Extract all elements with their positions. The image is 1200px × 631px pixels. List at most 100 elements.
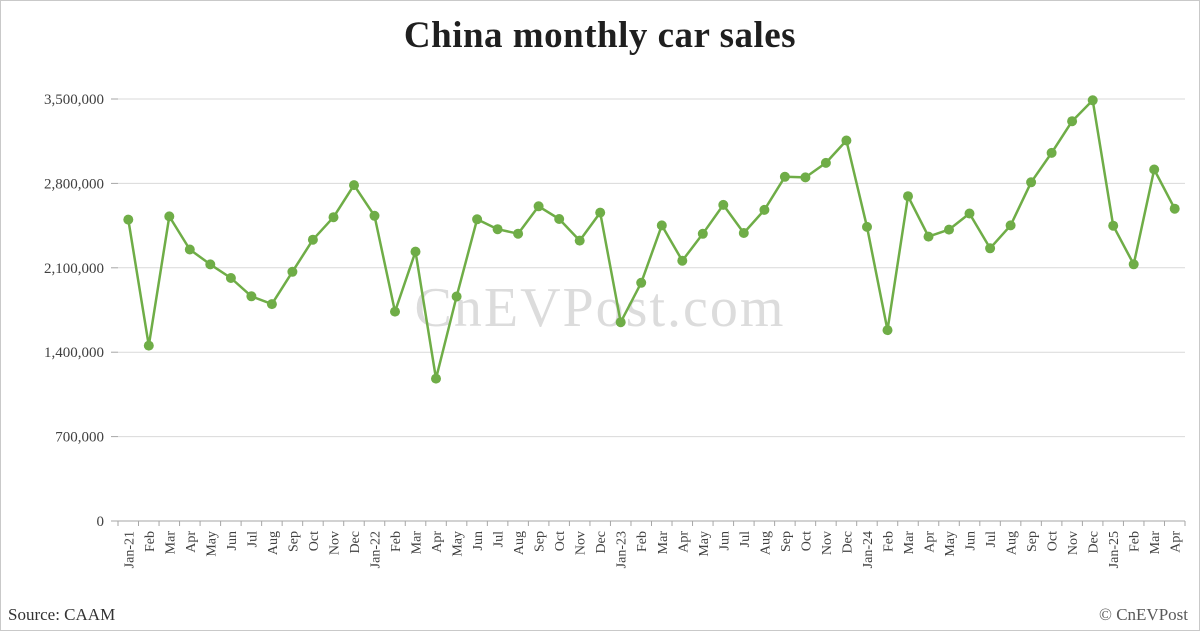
x-axis-label: Apr <box>676 531 691 553</box>
data-point <box>677 255 688 266</box>
x-axis-label: Oct <box>1046 531 1061 551</box>
x-axis-label: Mar <box>1148 531 1163 555</box>
x-axis-label: Nov <box>574 531 589 555</box>
data-point <box>903 191 913 202</box>
watermark: CnEVPost.com <box>414 277 786 339</box>
x-axis-label: Apr <box>430 531 445 553</box>
x-axis-label: Sep <box>286 531 301 552</box>
x-axis-label: Jun <box>964 531 979 550</box>
x-axis-label: Feb <box>881 531 896 552</box>
x-axis-label: May <box>204 531 219 557</box>
data-point <box>1026 177 1037 188</box>
y-axis-label: 1,400,000 <box>44 345 104 361</box>
x-axis-label: Jan-21 <box>122 531 137 568</box>
x-axis-label: Feb <box>1128 531 1143 552</box>
data-point <box>697 228 708 239</box>
data-point <box>410 246 421 257</box>
x-axis-label: Jul <box>738 531 753 547</box>
y-axis-label: 2,800,000 <box>44 176 104 192</box>
data-point <box>349 180 359 191</box>
data-point <box>718 199 729 210</box>
data-point <box>656 220 667 231</box>
data-point <box>862 221 872 232</box>
data-point <box>533 201 544 212</box>
x-axis-label: Jan-23 <box>615 531 630 568</box>
data-point <box>944 224 954 235</box>
data-point <box>985 243 996 254</box>
chart-title: China monthly car sales <box>403 15 797 56</box>
x-axis-label: Sep <box>533 531 548 552</box>
x-axis-label: Jan-25 <box>1107 531 1122 568</box>
y-axis-label: 700,000 <box>55 430 104 446</box>
data-point <box>164 211 175 222</box>
x-axis-label: Jun <box>225 531 240 550</box>
x-axis-label: Aug <box>512 531 527 555</box>
copyright-text: © CnEVPost <box>1099 605 1188 624</box>
data-point <box>738 228 749 238</box>
data-point <box>205 259 216 270</box>
x-axis-label: Jul <box>984 531 999 547</box>
x-axis-label: May <box>697 531 712 557</box>
x-axis-label: Mar <box>163 531 178 555</box>
data-point <box>472 214 483 225</box>
x-axis-label: May <box>943 531 958 557</box>
y-axis-label: 0 <box>97 514 105 530</box>
x-axis-label: Jan-22 <box>368 531 383 568</box>
x-axis-label: Mar <box>410 531 425 555</box>
x-axis-label: Sep <box>779 531 794 552</box>
data-point <box>123 214 134 225</box>
data-point <box>1108 220 1119 231</box>
x-axis-label: Dec <box>348 531 363 554</box>
data-point <box>882 325 893 336</box>
sales-line <box>127 99 1176 380</box>
data-point <box>1149 164 1160 175</box>
x-axis-label: Jun <box>471 531 486 550</box>
x-axis-label: Nov <box>1066 531 1081 555</box>
data-point <box>225 273 236 283</box>
x-axis-label: Sep <box>1025 531 1040 552</box>
x-axis-label: Dec <box>840 531 855 554</box>
data-point <box>574 235 585 246</box>
x-axis-label: Dec <box>1087 531 1102 554</box>
data-point <box>1046 147 1057 158</box>
data-point <box>964 208 975 219</box>
data-point <box>328 212 339 223</box>
data-point <box>246 291 257 302</box>
x-axis-label: Feb <box>635 531 650 552</box>
x-axis-label: Apr <box>923 531 938 553</box>
x-axis-label: Oct <box>307 531 322 551</box>
source-text: Source: CAAM <box>8 605 116 624</box>
data-point <box>615 317 626 328</box>
data-point <box>1128 259 1139 270</box>
data-point <box>1005 220 1016 231</box>
x-axis-label: Nov <box>820 531 835 555</box>
x-axis-label: Mar <box>902 531 917 555</box>
x-axis-label: May <box>451 531 466 557</box>
x-axis-label: Aug <box>758 531 773 555</box>
data-point <box>390 306 400 317</box>
data-point <box>184 244 195 255</box>
x-axis-label: Aug <box>1005 531 1020 555</box>
data-point <box>431 373 441 384</box>
x-axis-label: Jul <box>492 531 507 547</box>
x-axis-label: Apr <box>1169 531 1184 553</box>
x-axis-label: Mar <box>656 531 671 555</box>
data-point <box>841 135 852 146</box>
x-axis-label: Oct <box>553 531 568 551</box>
data-point <box>143 340 154 351</box>
data-point <box>923 231 934 242</box>
x-axis-label: Jul <box>245 531 260 547</box>
x-axis-label: Jun <box>717 531 732 550</box>
data-point <box>554 214 565 224</box>
y-axis-label: 2,100,000 <box>44 261 104 277</box>
data-point <box>820 157 831 168</box>
x-axis-label: Feb <box>143 531 158 552</box>
x-axis-label: Nov <box>327 531 342 555</box>
x-axis-label: Oct <box>799 531 814 551</box>
y-axis-label: 3,500,000 <box>44 92 104 108</box>
data-point <box>1067 116 1078 127</box>
data-point <box>492 224 503 235</box>
data-point <box>759 204 770 215</box>
data-point <box>369 210 380 221</box>
data-point <box>287 266 298 277</box>
